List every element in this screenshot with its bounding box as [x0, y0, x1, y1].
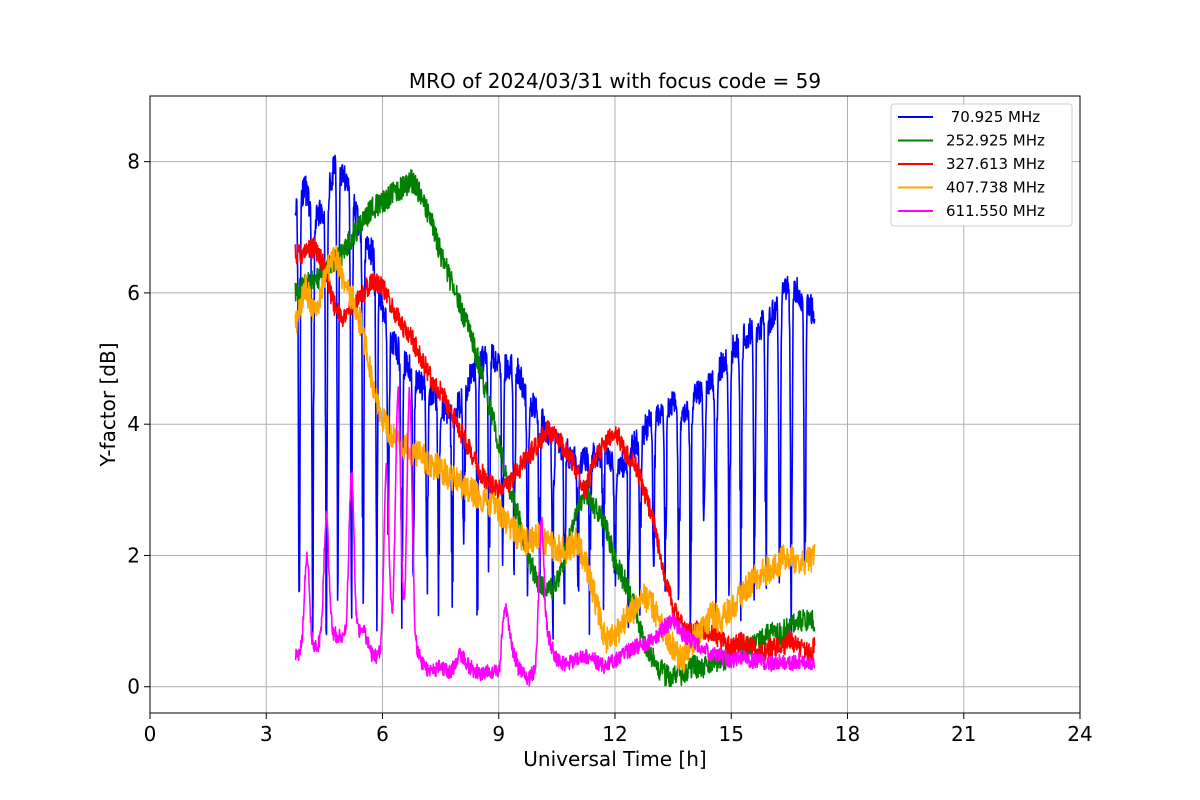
legend-label: 407.738 MHz [946, 179, 1045, 197]
x-tick-label: 0 [144, 722, 157, 746]
x-tick-label: 18 [835, 722, 860, 746]
x-tick-label: 15 [719, 722, 744, 746]
series-layer [294, 154, 816, 688]
y-axis-label: Y-factor [dB] [96, 342, 120, 467]
y-tick-label: 4 [127, 412, 140, 436]
x-tick-label: 21 [951, 722, 976, 746]
legend-label: 252.925 MHz [946, 132, 1045, 150]
legend-label: 611.550 MHz [946, 202, 1045, 220]
x-tick-label: 24 [1067, 722, 1092, 746]
series-line-3 [294, 236, 816, 664]
y-tick-label: 2 [127, 543, 140, 567]
series-line-4 [294, 245, 816, 674]
x-tick-label: 3 [260, 722, 273, 746]
series-line-5 [294, 386, 816, 687]
legend-label: 70.925 MHz [946, 108, 1040, 126]
legend-box [890, 103, 1073, 227]
legend-label: 327.613 MHz [946, 155, 1045, 173]
chart-title: MRO of 2024/03/31 with focus code = 59 [409, 69, 821, 93]
x-tick-label: 12 [602, 722, 627, 746]
x-tick-label: 6 [376, 722, 389, 746]
y-tick-label: 6 [127, 281, 140, 305]
y-tick-label: 0 [127, 675, 140, 699]
legend: 70.925 MHz 252.925 MHz 327.613 MHz 407.738 … [890, 103, 1073, 227]
x-axis-label: Universal Time [h] [523, 747, 706, 771]
x-tick-label: 9 [492, 722, 505, 746]
y-tick-label: 8 [127, 150, 140, 174]
